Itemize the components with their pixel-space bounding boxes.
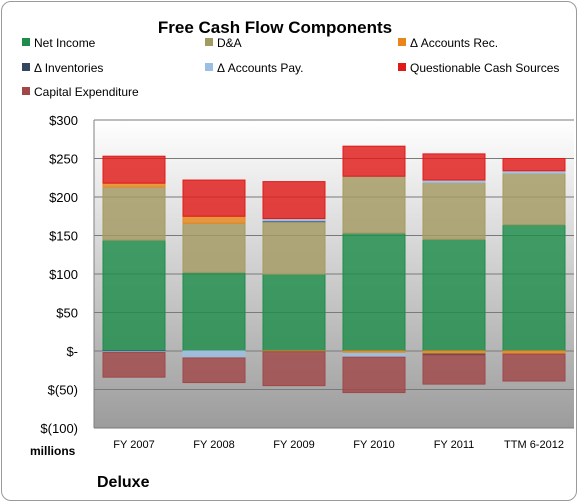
bar-segment-questionable-cash-sources [262,181,326,220]
x-tick-label: FY 2010 [353,439,394,451]
legend-item-label: Δ Inventories [34,61,103,75]
bar-segment-d-a [422,181,486,240]
legend-swatch [205,38,213,46]
y-tick-label: $50 [56,306,78,321]
unit-label: millions [30,444,76,458]
bar-segment-capital-expenditure [342,356,406,394]
legend-swatch [398,63,406,71]
bars [102,145,566,394]
bar-segment-d-a [182,222,246,273]
y-tick-label: $- [66,344,78,359]
bar-segment-net-income [342,232,406,352]
legend-item-label: Δ Accounts Pay. [217,61,304,75]
legend-swatch [22,63,30,71]
y-tick-label: $(50) [48,383,78,398]
bar-segment-questionable-cash-sources [502,158,566,172]
legend-item-label: D&A [217,36,242,50]
bar-segment-net-income [502,224,566,352]
chart-title: Free Cash Flow Components [158,18,392,37]
y-tick-labels: $300 $250 $200 $150 $100 $50 $- $(50) $(100) [40,113,78,436]
x-tick-labels: FY 2007 FY 2008 FY 2009 FY 2010 FY 2011 TTM 6… [113,439,564,451]
x-tick-label: FY 2009 [273,439,314,451]
company-label: Deluxe [97,474,150,491]
bar-segment-capital-expenditure [502,353,566,382]
bar-segment-questionable-cash-sources [182,179,246,217]
bar-segment-net-income [262,273,326,352]
y-tick-label: $150 [49,229,78,244]
legend-swatch [398,38,406,46]
y-tick-label: $100 [49,267,78,282]
bar-segment-net-income [102,239,166,352]
x-tick-label: FY 2007 [113,439,154,451]
bar-segment-questionable-cash-sources [342,145,406,177]
bar-segment-accounts-rec [182,215,246,224]
bar-segment-d-a [502,172,566,226]
y-tick-label: $300 [49,113,78,128]
bar-segment-d-a [102,186,166,241]
x-tick-label: TTM 6-2012 [504,439,564,451]
y-tick-label: $200 [49,190,78,205]
legend-item-label: Δ Accounts Rec. [410,36,498,50]
bar-segment-capital-expenditure [102,352,166,378]
x-tick-label: FY 2011 [434,439,475,451]
bar-segment-accounts-rec [102,182,166,188]
legend-item-label: Capital Expenditure [34,85,139,99]
bar-segment-questionable-cash-sources [422,153,486,181]
bar-segment-net-income [182,271,246,352]
x-tick-label: FY 2008 [193,439,234,451]
bar-segment-capital-expenditure [262,351,326,387]
y-tick-label: $250 [49,152,78,167]
grid-lines [94,119,574,429]
legend: Net Income D&A Δ Accounts Rec. Δ Inventorie… [22,36,559,99]
bar-segment-questionable-cash-sources [102,155,166,184]
bar-segment-d-a [342,175,406,234]
legend-item-label: Net Income [34,36,96,50]
bar-segment-d-a [262,221,326,275]
bar-segment-capital-expenditure [182,357,246,384]
bar-segment-accounts-pay [342,352,406,358]
legend-item-label: Questionable Cash Sources [410,61,559,75]
legend-swatch [205,63,213,71]
bar-segment-capital-expenditure [422,354,486,385]
bar-segment-accounts-pay [182,350,246,359]
legend-swatch [22,38,30,46]
y-tick-label: $(100) [40,421,78,436]
bar-segment-net-income [422,238,486,352]
legend-swatch [22,87,30,95]
